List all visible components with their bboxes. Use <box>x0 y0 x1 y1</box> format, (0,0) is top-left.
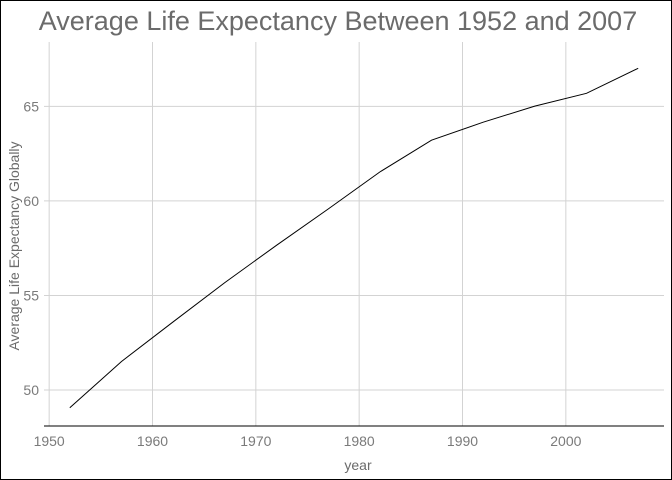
x-tick-label: 1960 <box>137 433 168 449</box>
x-tick-label: 1990 <box>447 433 478 449</box>
x-tick-label: 1950 <box>34 433 65 449</box>
tick-labels: 1950 1960 1970 1980 1990 2000 50 55 60 65 <box>23 98 581 449</box>
y-tick-label: 65 <box>23 98 39 114</box>
x-tick-label: 1980 <box>344 433 375 449</box>
grid-lines <box>44 42 664 426</box>
y-axis-title: Average Life Expectancy Globally <box>6 141 22 350</box>
y-tick-label: 55 <box>23 287 39 303</box>
y-tick-label: 50 <box>23 382 39 398</box>
x-axis-title: year <box>344 457 372 473</box>
x-tick-label: 2000 <box>550 433 581 449</box>
y-tick-label: 60 <box>23 193 39 209</box>
chart-title: Average Life Expectancy Between 1952 and… <box>39 6 637 36</box>
series-lines <box>69 67 639 409</box>
series-line <box>69 67 639 409</box>
x-tick-label: 1970 <box>240 433 271 449</box>
